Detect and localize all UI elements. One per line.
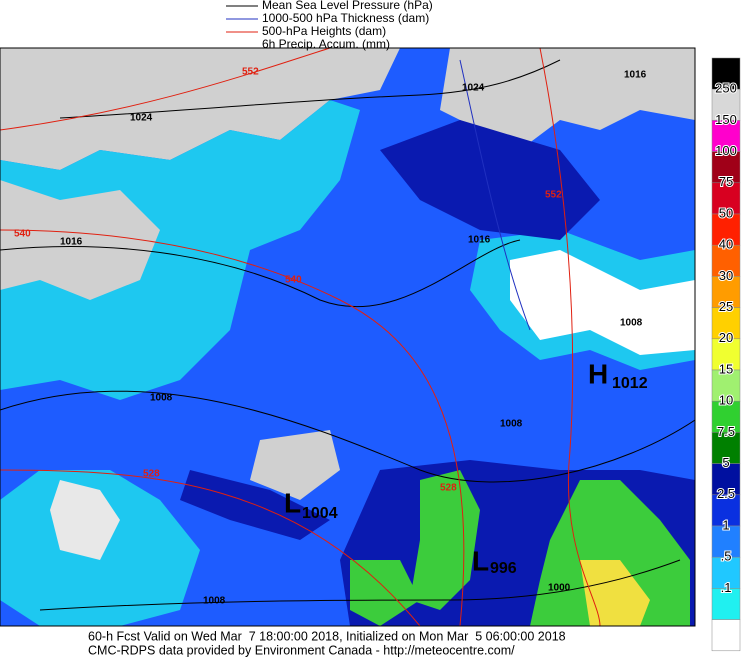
isobar-label: 1008: [150, 393, 173, 404]
no-precip: [510, 250, 695, 355]
height-label: 540: [14, 229, 31, 240]
colorbar-label: 7.5: [717, 424, 735, 439]
colorbar-swatch: [711, 369, 741, 402]
colorbar-swatch: [711, 338, 741, 371]
footer-line: 60-h Fcst Valid on Wed Mar 7 18:00:00 20…: [88, 629, 566, 643]
legend-entry: 500-hPa Heights (dam): [262, 24, 386, 38]
height-label: 552: [242, 67, 259, 78]
colorbar-label: 25: [719, 299, 733, 314]
colorbar-label: 10: [719, 393, 733, 408]
pressure-center-letter: L: [472, 545, 489, 576]
colorbar-swatch: [711, 307, 741, 340]
heavy-precip-core: [580, 560, 650, 626]
pressure-center-letter: H: [588, 358, 608, 389]
dry-land: [50, 480, 120, 560]
isobar-label: 1016: [624, 70, 647, 81]
isobar-label: 1008: [203, 596, 226, 607]
colorbar-swatch: [711, 619, 741, 652]
height-contour: [0, 229, 465, 626]
colorbar-label: .1: [721, 580, 732, 595]
colorbar-label: 50: [719, 205, 733, 220]
colorbar-label: 5: [722, 455, 729, 470]
colorbar-swatch: [711, 276, 741, 308]
isobar-label: 1000: [548, 583, 571, 594]
isobar: [0, 239, 521, 307]
isobar-label: 1016: [468, 235, 491, 246]
colorbar-label: 1: [722, 517, 729, 532]
height-label: 540: [285, 275, 302, 286]
legend-entry: 6h Precip. Accum. (mm): [262, 37, 390, 51]
heavy-precip: [380, 120, 600, 240]
colorbar: 250 150 100 75 50 40 30 25 20 15 10 7.5 5 2.5 1 .5 .1: [711, 57, 741, 652]
height-contour: [539, 48, 601, 626]
pressure-center-letter: L: [284, 487, 301, 518]
pressure-center-value: 1012: [612, 375, 648, 392]
colorbar-swatch: [711, 151, 741, 184]
isobar: [59, 59, 561, 119]
isobar-label: 1016: [60, 237, 83, 248]
colorbar-swatch: [711, 244, 741, 277]
isobar: [39, 559, 681, 611]
height-label: 528: [143, 469, 160, 480]
colorbar-swatch: [711, 494, 741, 527]
dry-land: [0, 180, 160, 300]
colorbar-label: 250: [715, 81, 737, 96]
map-frame: [0, 47, 696, 627]
footer-line: CMC-RDPS data provided by Environment Ca…: [88, 643, 515, 657]
colorbar-swatch: [711, 120, 741, 152]
legend-entry: 1000-500 hPa Thickness (dam): [262, 11, 429, 25]
colorbar-label: 100: [715, 143, 737, 158]
isobar-label: 1024: [130, 113, 153, 124]
isobar-label: 1008: [500, 419, 523, 430]
dry-land: [250, 430, 340, 500]
colorbar-swatch: [711, 213, 741, 246]
colorbar-label: 30: [719, 268, 733, 283]
isobar-label: 1024: [462, 83, 485, 94]
colorbar-swatch: [711, 88, 741, 121]
map-area: [0, 48, 695, 626]
colorbar-swatch: [711, 432, 741, 464]
colorbar-swatch: [711, 182, 741, 215]
moderate-precip: [410, 470, 480, 610]
isobar: [0, 390, 695, 483]
pressure-center-value: 996: [490, 560, 517, 577]
height-label: 528: [440, 483, 457, 494]
colorbar-label: 2.5: [717, 486, 735, 501]
height-contour: [0, 469, 421, 626]
colorbar-label: 150: [715, 112, 737, 127]
colorbar-label: 15: [719, 361, 733, 376]
height-label: 552: [545, 190, 562, 201]
height-contour: [0, 48, 331, 131]
colorbar-label: 20: [719, 330, 733, 345]
dry-land: [440, 48, 695, 150]
legend-entry: Mean Sea Level Pressure (hPa): [262, 0, 433, 12]
colorbar-label: 75: [719, 174, 733, 189]
colorbar-label: .5: [721, 549, 732, 564]
moderate-precip: [350, 560, 420, 626]
thickness-contour: [459, 59, 531, 331]
light-precip: [0, 100, 360, 400]
colorbar-label: 40: [719, 237, 733, 252]
pressure-center-value: 1004: [302, 505, 338, 522]
isobar-label: 1008: [620, 318, 643, 329]
